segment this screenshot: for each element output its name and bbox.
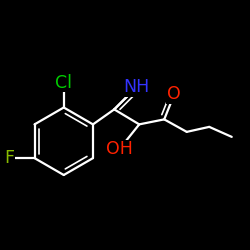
Text: OH: OH: [106, 140, 133, 158]
Text: Cl: Cl: [55, 74, 72, 92]
Text: O: O: [167, 86, 181, 103]
Text: NH: NH: [124, 78, 150, 96]
Text: F: F: [4, 149, 15, 167]
